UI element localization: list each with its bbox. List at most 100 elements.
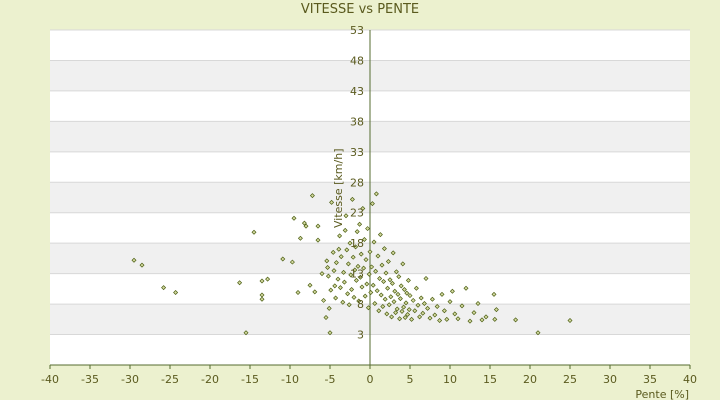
data-point bbox=[425, 305, 431, 311]
data-point bbox=[434, 304, 440, 310]
data-point bbox=[404, 290, 410, 296]
data-point bbox=[340, 299, 346, 305]
data-point bbox=[319, 271, 325, 277]
data-point bbox=[337, 285, 343, 291]
data-point bbox=[351, 294, 357, 300]
x-tick-label: -30 bbox=[121, 373, 139, 386]
data-point bbox=[373, 191, 379, 197]
data-point bbox=[405, 277, 411, 283]
data-point bbox=[413, 285, 419, 291]
data-point bbox=[341, 269, 347, 275]
data-point bbox=[357, 221, 363, 227]
data-point bbox=[396, 274, 402, 280]
tick-labels: -40 -35 -30 -25 -20 -15 -10 -5 0 5 10 15 20 25 30 35 40 3… bbox=[41, 24, 697, 386]
data-point bbox=[455, 316, 461, 322]
data-point bbox=[347, 240, 353, 246]
data-point bbox=[391, 299, 397, 305]
x-tick-label: -15 bbox=[241, 373, 259, 386]
data-point bbox=[359, 284, 365, 290]
data-point bbox=[397, 296, 403, 302]
data-point bbox=[405, 311, 411, 317]
data-point bbox=[289, 259, 295, 265]
data-point bbox=[402, 314, 408, 320]
data-point bbox=[397, 316, 403, 322]
y-tick-label: 43 bbox=[350, 85, 364, 98]
y-tick-label: 38 bbox=[350, 115, 364, 128]
x-tick-label: 0 bbox=[367, 373, 374, 386]
data-point bbox=[432, 312, 438, 318]
data-point bbox=[493, 307, 499, 313]
x-tick-label: 5 bbox=[407, 373, 414, 386]
data-point bbox=[380, 304, 386, 310]
data-point bbox=[387, 277, 393, 283]
x-tick-label: 15 bbox=[483, 373, 497, 386]
data-point bbox=[383, 270, 389, 276]
data-point bbox=[312, 289, 318, 295]
data-point bbox=[384, 311, 390, 317]
chart-title: VITESSE vs PENTE bbox=[300, 2, 420, 17]
data-point bbox=[243, 330, 249, 336]
data-point bbox=[345, 291, 351, 297]
x-tick-label: 10 bbox=[443, 373, 457, 386]
data-point bbox=[315, 223, 321, 229]
data-point bbox=[346, 302, 352, 308]
data-point bbox=[369, 264, 375, 270]
data-point bbox=[367, 249, 373, 255]
data-point bbox=[370, 282, 376, 288]
data-point bbox=[385, 285, 391, 291]
x-tick-label: 20 bbox=[523, 373, 537, 386]
data-point bbox=[365, 305, 371, 311]
data-point bbox=[429, 296, 435, 302]
data-point bbox=[251, 229, 257, 235]
data-point bbox=[418, 295, 424, 301]
data-point bbox=[399, 308, 405, 314]
data-point bbox=[366, 271, 372, 277]
data-point bbox=[427, 315, 433, 321]
data-point bbox=[401, 304, 407, 310]
data-point bbox=[377, 276, 383, 282]
data-point bbox=[389, 314, 395, 320]
data-point bbox=[449, 288, 455, 294]
data-point bbox=[379, 262, 385, 268]
data-point bbox=[325, 273, 331, 279]
data-point bbox=[479, 317, 485, 323]
data-point bbox=[463, 285, 469, 291]
data-point bbox=[361, 265, 367, 271]
data-point bbox=[331, 268, 337, 274]
data-point bbox=[412, 308, 418, 314]
data-point bbox=[315, 237, 321, 243]
x-tick-label: 40 bbox=[683, 373, 697, 386]
data-point bbox=[161, 285, 167, 291]
data-point bbox=[349, 196, 355, 202]
data-point bbox=[467, 318, 473, 324]
data-point bbox=[385, 258, 391, 264]
data-point bbox=[375, 253, 381, 259]
data-point bbox=[326, 305, 332, 311]
data-point bbox=[325, 265, 331, 271]
data-point bbox=[378, 292, 384, 298]
data-point bbox=[390, 250, 396, 256]
data-point bbox=[365, 226, 371, 232]
data-point bbox=[332, 283, 338, 289]
data-point bbox=[376, 308, 382, 314]
data-point bbox=[341, 279, 347, 285]
data-point bbox=[369, 201, 375, 207]
data-point bbox=[441, 308, 447, 314]
data-point bbox=[354, 229, 360, 235]
data-point bbox=[337, 233, 343, 239]
data-point bbox=[353, 244, 359, 250]
data-point bbox=[327, 330, 333, 336]
data-point bbox=[356, 298, 362, 304]
data-point bbox=[444, 316, 450, 322]
data-point bbox=[421, 300, 427, 306]
y-tick-label: 53 bbox=[350, 24, 364, 37]
data-point bbox=[398, 283, 404, 289]
data-point bbox=[307, 282, 313, 288]
data-point bbox=[350, 254, 356, 260]
y-tick-label: 23 bbox=[350, 207, 364, 220]
data-point bbox=[295, 290, 301, 296]
data-point bbox=[348, 272, 354, 278]
x-tick-label: -35 bbox=[81, 373, 99, 386]
data-point bbox=[381, 279, 387, 285]
